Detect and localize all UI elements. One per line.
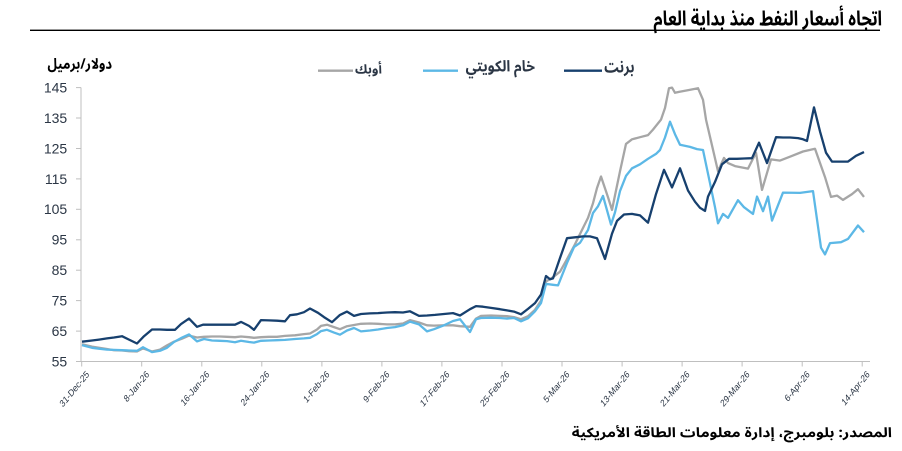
- svg-text:125: 125: [44, 140, 68, 156]
- svg-text:85: 85: [52, 262, 68, 278]
- svg-text:75: 75: [52, 293, 68, 309]
- svg-text:135: 135: [44, 110, 68, 126]
- svg-text:105: 105: [44, 201, 68, 217]
- svg-text:145: 145: [44, 80, 68, 96]
- svg-text:95: 95: [52, 232, 68, 248]
- svg-text:65: 65: [52, 323, 68, 339]
- svg-text:115: 115: [45, 171, 68, 187]
- svg-text:55: 55: [52, 353, 68, 369]
